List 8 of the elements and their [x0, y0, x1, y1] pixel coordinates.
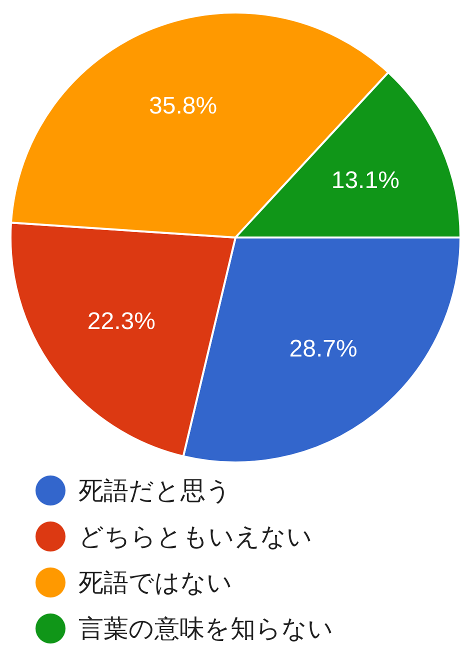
legend-label: 言葉の意味を知らない [78, 614, 334, 643]
data-label: 35.8% [149, 92, 218, 120]
data-label: 13.1% [331, 167, 400, 194]
legend-label: 死語だと思う [78, 476, 232, 505]
legend-label: どちらともいえない [78, 522, 312, 551]
legend-label: 死語ではない [78, 568, 232, 597]
data-label: 22.3% [87, 308, 156, 336]
data-label: 28.7% [289, 335, 358, 362]
